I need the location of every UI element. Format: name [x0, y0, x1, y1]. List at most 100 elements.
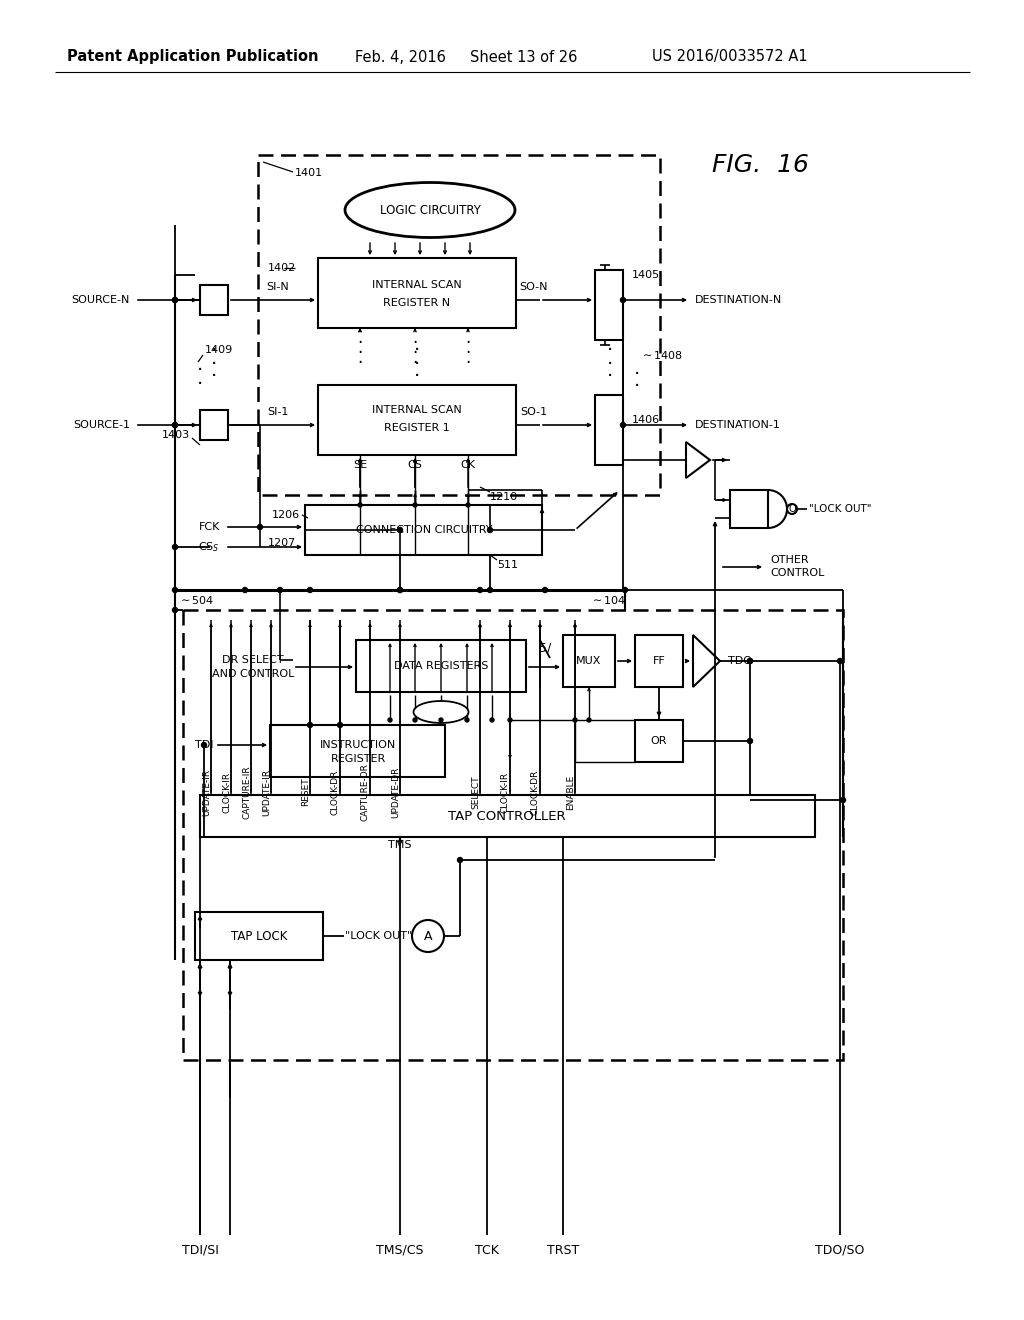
- Text: OR: OR: [650, 737, 668, 746]
- Bar: [595, 395, 623, 465]
- Ellipse shape: [414, 701, 469, 723]
- Text: "LOCK OUT": "LOCK OUT": [809, 504, 871, 513]
- Text: O: O: [788, 504, 796, 513]
- Text: 1405: 1405: [632, 271, 660, 280]
- Circle shape: [466, 503, 470, 507]
- Text: 1402: 1402: [268, 263, 296, 273]
- Circle shape: [172, 297, 177, 302]
- Text: RESET: RESET: [301, 777, 310, 807]
- Text: UPDATE-IR: UPDATE-IR: [202, 768, 211, 816]
- Text: REGISTER N: REGISTER N: [383, 298, 451, 308]
- Circle shape: [307, 587, 312, 593]
- Bar: [195, 912, 323, 960]
- Text: 1406: 1406: [632, 414, 660, 425]
- Text: TAP CONTROLLER: TAP CONTROLLER: [449, 809, 566, 822]
- Circle shape: [465, 718, 469, 722]
- Text: CLOCK-IR: CLOCK-IR: [501, 771, 510, 813]
- Text: TRST: TRST: [547, 1243, 580, 1257]
- Circle shape: [358, 503, 362, 507]
- Ellipse shape: [345, 182, 515, 238]
- Text: TMS/CS: TMS/CS: [376, 1243, 424, 1257]
- Bar: [318, 257, 516, 327]
- Circle shape: [172, 422, 177, 428]
- Circle shape: [748, 659, 753, 664]
- Circle shape: [338, 722, 342, 727]
- Text: .: .: [607, 362, 613, 380]
- Bar: [635, 719, 683, 762]
- Circle shape: [787, 504, 797, 513]
- Bar: [200, 795, 815, 837]
- Text: INTERNAL SCAN: INTERNAL SCAN: [372, 405, 462, 414]
- Text: FF: FF: [652, 656, 666, 667]
- Text: SI-1: SI-1: [267, 407, 289, 417]
- Polygon shape: [686, 442, 710, 478]
- Bar: [270, 725, 445, 777]
- Text: .: .: [357, 348, 362, 367]
- Circle shape: [257, 524, 262, 529]
- Circle shape: [841, 797, 846, 803]
- Text: .: .: [413, 329, 418, 347]
- Text: INSTRUCTION: INSTRUCTION: [319, 741, 396, 750]
- Circle shape: [172, 544, 177, 549]
- Text: .: .: [197, 368, 203, 388]
- Circle shape: [172, 422, 177, 428]
- Text: .: .: [465, 348, 471, 367]
- Circle shape: [748, 738, 753, 743]
- Text: CONNECTION CIRCUITRY: CONNECTION CIRCUITRY: [355, 525, 493, 535]
- Text: $\sim$1408: $\sim$1408: [640, 348, 683, 360]
- Text: CK: CK: [461, 459, 475, 470]
- Bar: [563, 635, 615, 686]
- Text: .: .: [465, 329, 471, 347]
- Circle shape: [487, 528, 493, 532]
- Text: $\sim$104: $\sim$104: [590, 594, 627, 606]
- Text: FCK: FCK: [199, 521, 220, 532]
- Circle shape: [397, 587, 402, 593]
- Text: SOURCE-N: SOURCE-N: [72, 294, 130, 305]
- Text: UPDATE-DR: UPDATE-DR: [391, 767, 400, 817]
- Text: CS: CS: [408, 459, 423, 470]
- Text: .: .: [465, 339, 471, 356]
- Text: 1210: 1210: [490, 492, 518, 502]
- Text: TCK: TCK: [475, 1243, 499, 1257]
- Circle shape: [508, 718, 512, 722]
- Circle shape: [838, 659, 843, 664]
- Text: SO-N: SO-N: [520, 282, 548, 292]
- Circle shape: [748, 659, 753, 664]
- Bar: [635, 635, 683, 686]
- Text: .: .: [413, 348, 418, 367]
- Bar: [595, 271, 623, 341]
- Text: TAP LOCK: TAP LOCK: [230, 929, 287, 942]
- Circle shape: [397, 587, 402, 593]
- Text: .: .: [357, 329, 362, 347]
- Circle shape: [412, 920, 444, 952]
- Circle shape: [487, 587, 493, 593]
- Text: Patent Application Publication: Patent Application Publication: [68, 49, 318, 65]
- Text: DESTINATION-1: DESTINATION-1: [695, 420, 781, 430]
- Circle shape: [621, 297, 626, 302]
- Text: REGISTER: REGISTER: [331, 754, 386, 764]
- Bar: [730, 490, 768, 528]
- Text: MUX: MUX: [577, 656, 602, 667]
- Text: SELECT: SELECT: [471, 775, 480, 809]
- Text: DATA REGISTERS: DATA REGISTERS: [394, 661, 488, 671]
- Circle shape: [490, 718, 494, 722]
- Text: "LOCK OUT": "LOCK OUT": [345, 931, 413, 941]
- Text: .: .: [211, 362, 217, 380]
- Circle shape: [413, 503, 417, 507]
- Circle shape: [621, 422, 626, 428]
- Bar: [200, 411, 228, 440]
- Text: OTHER: OTHER: [770, 554, 809, 565]
- Text: SI-N: SI-N: [266, 282, 290, 292]
- Circle shape: [388, 718, 392, 722]
- Text: SOURCE-1: SOURCE-1: [73, 420, 130, 430]
- Text: $\sim$504: $\sim$504: [178, 594, 214, 606]
- Text: 5/: 5/: [539, 642, 551, 655]
- Text: UPDATE-IR: UPDATE-IR: [262, 768, 271, 816]
- Text: SO-1: SO-1: [520, 407, 548, 417]
- Bar: [200, 285, 228, 315]
- Text: DR SELECT: DR SELECT: [222, 655, 284, 665]
- Circle shape: [202, 742, 207, 747]
- Circle shape: [623, 587, 628, 593]
- Text: CLOCK-DR: CLOCK-DR: [531, 770, 540, 814]
- Text: REGISTER 1: REGISTER 1: [384, 422, 450, 433]
